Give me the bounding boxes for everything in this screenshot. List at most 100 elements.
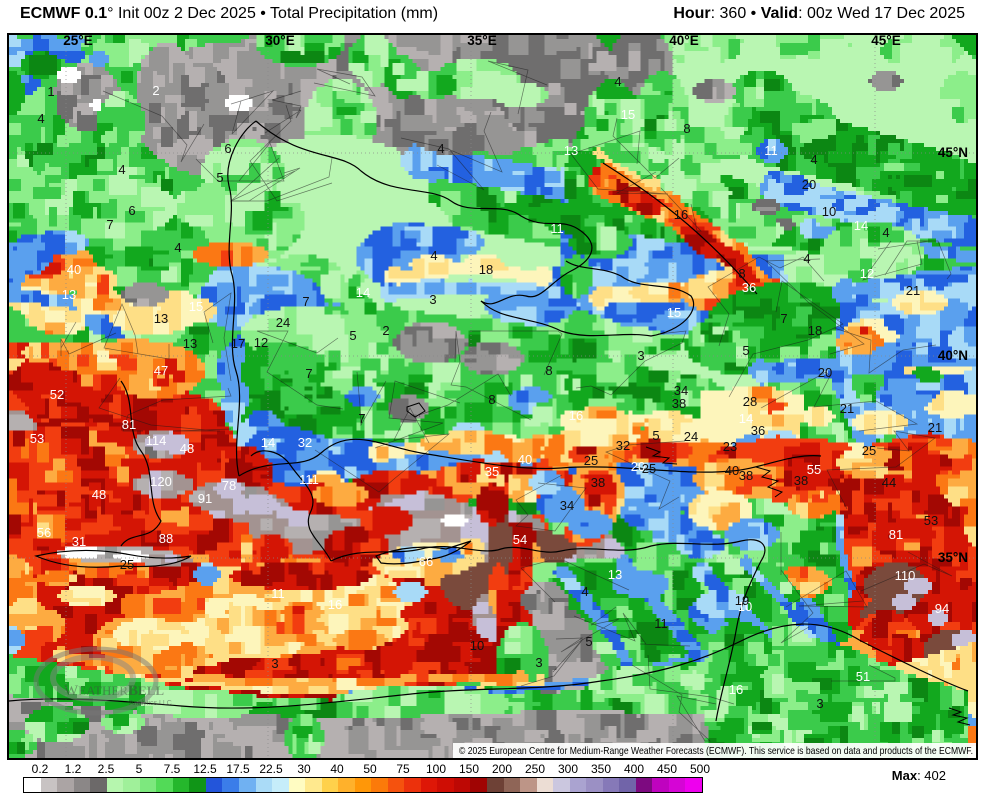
svg-text:32: 32: [298, 435, 312, 450]
svg-text:21: 21: [840, 401, 854, 416]
svg-text:11: 11: [271, 586, 285, 601]
svg-text:35: 35: [485, 464, 499, 479]
svg-text:34: 34: [560, 498, 574, 513]
svg-text:44: 44: [882, 475, 896, 490]
svg-text:81: 81: [889, 527, 903, 542]
svg-text:53: 53: [30, 431, 44, 446]
svg-text:4: 4: [810, 152, 817, 167]
svg-text:2: 2: [382, 323, 389, 338]
svg-text:31: 31: [72, 534, 86, 549]
svg-text:25: 25: [584, 453, 598, 468]
svg-text:13: 13: [183, 336, 197, 351]
svg-text:38: 38: [739, 468, 753, 483]
svg-text:48: 48: [180, 441, 194, 456]
svg-text:7: 7: [780, 311, 787, 326]
svg-text:20: 20: [802, 177, 816, 192]
svg-text:4: 4: [118, 162, 125, 177]
svg-text:14: 14: [356, 285, 370, 300]
svg-text:91: 91: [198, 491, 212, 506]
svg-text:2: 2: [152, 83, 159, 98]
svg-text:36: 36: [742, 280, 756, 295]
svg-text:3: 3: [429, 292, 436, 307]
svg-text:35°E: 35°E: [467, 35, 496, 48]
svg-text:40°E: 40°E: [669, 35, 698, 48]
svg-text:25°E: 25°E: [63, 35, 92, 48]
svg-text:81: 81: [122, 417, 136, 432]
svg-text:7: 7: [106, 217, 113, 232]
svg-text:24: 24: [276, 315, 290, 330]
svg-text:12: 12: [254, 335, 268, 350]
svg-text:40: 40: [518, 452, 532, 467]
svg-text:WEATHERBELL: WEATHERBELL: [64, 683, 164, 699]
svg-text:8: 8: [738, 266, 745, 281]
svg-text:16: 16: [569, 408, 583, 423]
svg-text:25: 25: [862, 443, 876, 458]
svg-text:20: 20: [631, 459, 645, 474]
svg-text:45°E: 45°E: [871, 35, 900, 48]
svg-text:38: 38: [794, 473, 808, 488]
svg-text:5: 5: [216, 170, 223, 185]
svg-text:34: 34: [674, 383, 688, 398]
svg-text:8: 8: [683, 121, 690, 136]
svg-text:110: 110: [895, 568, 916, 583]
svg-text:18: 18: [479, 262, 493, 277]
svg-text:14: 14: [739, 411, 753, 426]
svg-text:10: 10: [470, 638, 484, 653]
svg-text:10: 10: [822, 204, 836, 219]
svg-text:25: 25: [120, 557, 134, 572]
svg-text:16: 16: [674, 207, 688, 222]
svg-text:10: 10: [738, 599, 752, 614]
svg-text:4: 4: [174, 240, 181, 255]
svg-text:5: 5: [742, 343, 749, 358]
svg-text:94: 94: [935, 601, 949, 616]
svg-text:56: 56: [37, 525, 51, 540]
svg-text:4: 4: [581, 584, 588, 599]
svg-text:17: 17: [231, 336, 245, 351]
svg-text:4: 4: [614, 74, 621, 89]
svg-text:53: 53: [924, 513, 938, 528]
svg-text:11: 11: [764, 143, 778, 158]
svg-text:4: 4: [803, 251, 810, 266]
svg-text:13: 13: [608, 567, 622, 582]
svg-text:51: 51: [856, 669, 870, 684]
svg-text:4: 4: [437, 141, 444, 156]
svg-text:18: 18: [808, 323, 822, 338]
svg-text:25: 25: [642, 461, 656, 476]
svg-text:52: 52: [50, 387, 64, 402]
svg-text:15: 15: [667, 305, 681, 320]
svg-text:54: 54: [513, 532, 527, 547]
svg-text:88: 88: [159, 531, 173, 546]
svg-text:66: 66: [419, 554, 433, 569]
svg-text:120: 120: [150, 474, 172, 489]
svg-text:40: 40: [725, 463, 739, 478]
svg-text:3: 3: [816, 696, 823, 711]
svg-text:21: 21: [928, 420, 942, 435]
svg-text:40°N: 40°N: [938, 348, 968, 363]
svg-text:4: 4: [37, 111, 44, 126]
svg-text:13: 13: [564, 143, 578, 158]
svg-text:48: 48: [92, 487, 106, 502]
svg-text:32: 32: [616, 438, 630, 453]
svg-text:3: 3: [637, 348, 644, 363]
svg-text:19: 19: [735, 593, 749, 608]
svg-text:11: 11: [550, 221, 564, 236]
svg-text:8: 8: [545, 363, 552, 378]
svg-text:5: 5: [349, 328, 356, 343]
svg-text:12: 12: [860, 266, 874, 281]
svg-text:6: 6: [224, 141, 231, 156]
svg-text:1: 1: [47, 84, 54, 99]
svg-text:© 2025 European Centre for Med: © 2025 European Centre for Medium-Range …: [459, 745, 973, 757]
svg-text:20: 20: [818, 365, 832, 380]
svg-text:23: 23: [723, 439, 737, 454]
svg-text:38: 38: [591, 475, 605, 490]
svg-text:35°N: 35°N: [938, 550, 968, 565]
svg-text:5: 5: [585, 634, 592, 649]
svg-text:55: 55: [807, 462, 821, 477]
svg-text:36: 36: [751, 423, 765, 438]
svg-text:4: 4: [882, 225, 889, 240]
svg-text:7: 7: [305, 366, 312, 381]
svg-text:40: 40: [67, 262, 81, 277]
svg-text:14: 14: [854, 218, 868, 233]
svg-text:15: 15: [621, 107, 635, 122]
svg-text:111: 111: [299, 472, 319, 487]
